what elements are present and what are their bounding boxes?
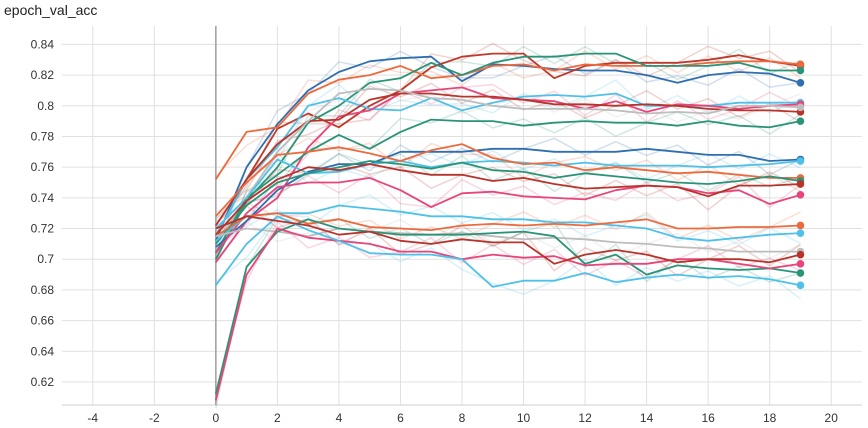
series-end-point [796,157,805,165]
series-end-point [796,66,805,75]
series-line [214,218,801,395]
series-raw-line [215,42,801,227]
series-line [215,204,801,242]
series-raw-line [215,217,801,408]
series-line [215,215,801,288]
series-line [215,212,801,237]
x-tick-label: -4 [87,411,98,425]
y-tick-label: 0.7 [37,252,54,266]
series-end-point [796,250,805,259]
series-raw-line [215,50,801,177]
x-tick-label: 14 [640,411,654,425]
y-tick-label: 0.84 [31,37,55,51]
x-tick-label: 4 [336,411,343,425]
series-raw-line [215,79,801,247]
series-end-point [796,260,805,268]
grid [62,26,862,406]
y-tick-label: 0.82 [31,68,55,82]
series-raw-line [215,220,801,391]
x-tick-label: 6 [397,411,404,425]
y-tick-label: 0.64 [31,344,55,358]
series-raw-line [215,201,801,242]
x-tick-label: 10 [517,411,531,425]
series-line [215,88,801,245]
series-line [215,147,801,248]
series-raw-line [215,150,801,220]
series-end-point [796,269,805,277]
x-tick-label: -2 [149,411,160,425]
x-tick-label: 0 [213,411,220,425]
series-line [215,215,801,265]
series-line [215,160,801,245]
y-tick-labels: 0.62 0.64 0.66 0.68 0.7 0.72 0.74 0.76 0.78 0.8 0.… [31,37,55,389]
series-line [215,163,801,236]
series-line [215,143,801,217]
series-raw-line [215,83,801,250]
series-line [215,227,801,253]
series-end-point [796,229,805,237]
series-end-point [796,60,805,69]
y-tick-label: 0.68 [31,283,55,297]
series-end-point [796,78,805,87]
y-tick-label: 0.78 [31,129,55,143]
series-end-point [796,117,805,125]
series-end-point [796,190,805,199]
y-tick-label: 0.66 [31,314,55,328]
x-tick-label: 12 [578,411,592,425]
y-tick-label: 0.74 [31,191,55,205]
x-tick-label: 16 [701,411,715,425]
y-tick-label: 0.76 [31,160,55,174]
y-tick-label: 0.72 [31,222,55,236]
series-line [215,52,801,237]
x-tick-labels: -4 -2 0 2 4 6 8 10 12 14 16 18 20 [87,411,838,425]
y-tick-label: 0.8 [37,99,54,113]
x-tick-label: 8 [459,411,466,425]
series-lines [214,52,801,401]
x-tick-label: 20 [825,411,839,425]
series-end-point [796,281,805,290]
series-line [215,118,801,254]
series-raw-line [215,81,801,245]
series-line [215,92,801,226]
chart-title: epoch_val_acc [4,2,98,18]
series-line [215,177,801,254]
series-end-point [796,180,805,188]
x-tick-label: 18 [763,411,777,425]
series-raw-line [215,50,801,255]
series-end-points [796,60,805,290]
series-end-point [796,103,805,112]
series-line [215,60,801,180]
series-line [215,52,801,260]
y-tick-label: 0.62 [31,375,55,389]
series-end-point [796,221,805,230]
x-tick-label: 2 [274,411,281,425]
